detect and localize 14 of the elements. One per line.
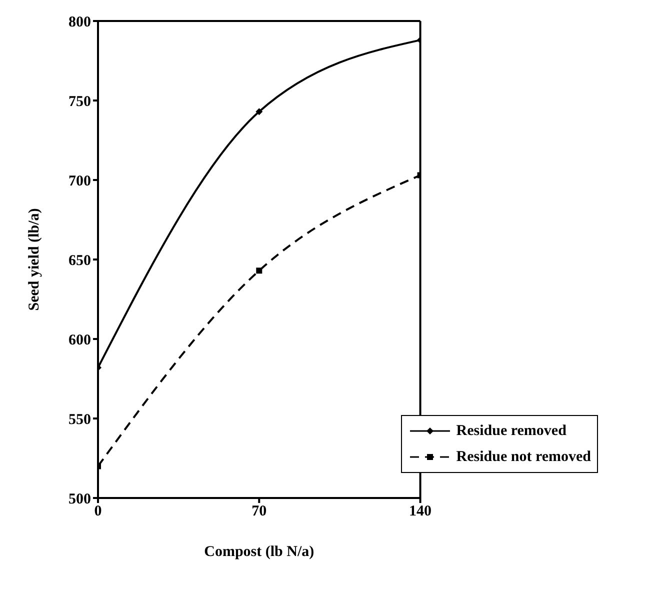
y-tick-label: 650: [68, 252, 91, 269]
y-tick-label: 550: [68, 412, 91, 428]
x-axis-title: Compost (lb N/a): [204, 544, 314, 560]
y-tick-label: 500: [68, 491, 91, 508]
y-tick-label: 600: [68, 332, 91, 348]
y-tick-label: 750: [68, 94, 91, 110]
y-tick-label: 800: [68, 14, 91, 30]
y-axis-title: Seed yield (lb/a): [26, 208, 42, 311]
legend-label: Residue not removed: [456, 448, 591, 467]
legend-label: Residue removed: [456, 422, 566, 441]
x-tick-label: 70: [252, 504, 267, 520]
x-tick-label: 0: [94, 504, 102, 520]
y-tick-label: 700: [68, 173, 91, 190]
x-tick-label: 140: [409, 504, 432, 520]
